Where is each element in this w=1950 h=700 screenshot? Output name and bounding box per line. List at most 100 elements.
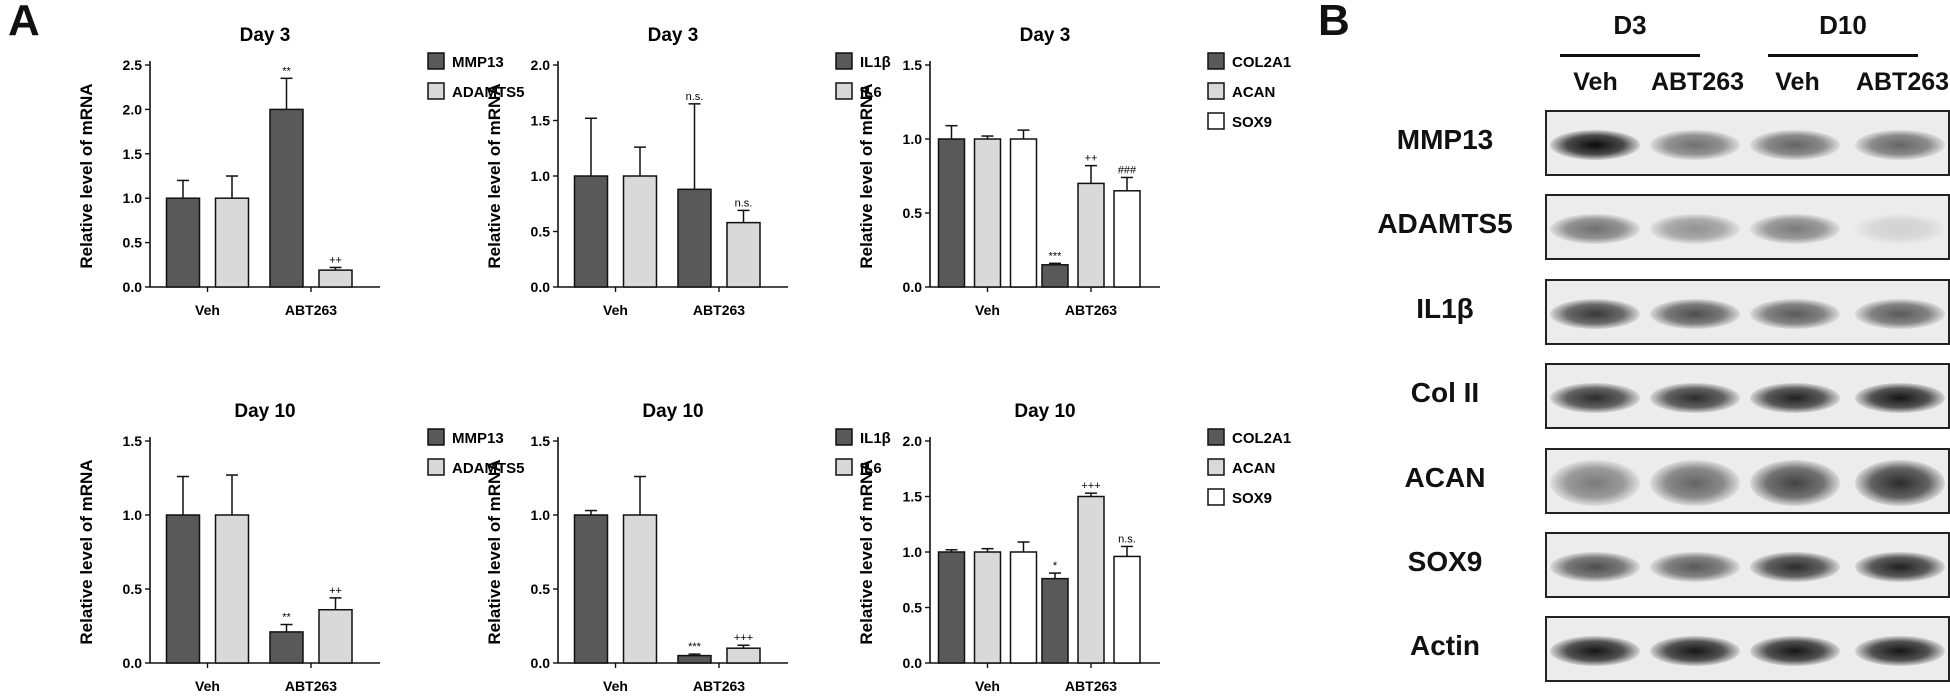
blot-band [1855, 214, 1945, 244]
y-tick-label: 2.0 [531, 57, 551, 73]
y-tick-label: 1.0 [903, 544, 923, 560]
x-tick-label: ABT263 [285, 678, 337, 694]
significance-label: n.s. [735, 197, 753, 209]
chart-title: Day 10 [642, 401, 703, 422]
x-tick-label: Veh [195, 678, 220, 694]
bar-sox9-veh [1009, 138, 1038, 288]
legend-swatch [1207, 82, 1225, 100]
legend-swatch [427, 428, 445, 446]
blot-strip [1545, 448, 1950, 514]
blot-band [1750, 214, 1840, 244]
x-tick-label: ABT263 [285, 302, 337, 318]
legend-label: MMP13 [452, 430, 504, 447]
bar-sox9-abt263 [1113, 555, 1141, 664]
x-tick-label: Veh [603, 302, 628, 318]
blot-band [1550, 383, 1640, 413]
blot-strip [1545, 110, 1950, 176]
blot-band [1650, 214, 1740, 244]
y-axis-label: Relative level of mRNA [77, 83, 96, 268]
blot-strip [1545, 194, 1950, 260]
legend-label: SOX9 [1232, 114, 1272, 131]
panel-a-charts: Day 3 Relative level of mRNA 0.0 0.5 1.0 1.5 2… [77, 25, 1291, 694]
bar-mmp13-abt263 [269, 108, 304, 288]
blot-band [1650, 552, 1740, 582]
y-tick-label: 0.5 [123, 235, 143, 251]
legend-label: MMP13 [452, 54, 504, 71]
blot-band [1855, 299, 1945, 329]
y-tick-label: 0.0 [531, 655, 551, 671]
blot-band [1550, 636, 1640, 666]
x-tick-label: Veh [975, 678, 1000, 694]
significance-label: ** [282, 612, 291, 624]
y-axis-label: Relative level of mRNA [857, 83, 876, 268]
y-axis-label: Relative level of mRNA [485, 459, 504, 644]
legend-label: IL1β [860, 54, 891, 71]
bar-col2a1-veh [937, 551, 966, 664]
legend-swatch [427, 52, 445, 70]
significance-label: * [1053, 560, 1058, 572]
y-tick-label: 1.5 [123, 146, 143, 162]
y-tick-label: 1.0 [531, 507, 551, 523]
significance-label: ++ [329, 254, 342, 266]
blot-band [1650, 383, 1740, 413]
blot-row-label: ACAN [1404, 462, 1486, 493]
significance-label: *** [1049, 250, 1063, 262]
y-tick-label: 1.5 [531, 433, 551, 449]
blot-band [1550, 299, 1640, 329]
blot-row-label: ADAMTS5 [1377, 208, 1513, 239]
blot-band [1855, 460, 1945, 506]
lane-label: ABT263 [1855, 68, 1950, 96]
significance-label: ### [1118, 164, 1137, 176]
chart-title: Day 10 [234, 401, 295, 422]
legend-label: COL2A1 [1232, 54, 1291, 71]
significance-label: n.s. [686, 91, 704, 103]
blot-band [1650, 130, 1740, 160]
y-tick-label: 1.5 [531, 113, 551, 129]
bar-adamts5-veh [214, 514, 250, 664]
legend-swatch [1207, 52, 1225, 70]
chart-title: Day 3 [648, 25, 699, 46]
blot-row-label: Actin [1410, 630, 1480, 661]
legend-label: IL1β [860, 430, 891, 447]
legend-swatch [1207, 428, 1225, 446]
significance-label: *** [688, 641, 702, 653]
blot-band [1550, 214, 1640, 244]
blot-band [1550, 130, 1640, 160]
y-tick-label: 1.5 [903, 489, 923, 505]
legend-swatch [1207, 488, 1225, 506]
panel-b-label: B [1318, 0, 1350, 45]
blot-strip [1545, 532, 1950, 598]
y-tick-label: 2.5 [123, 57, 143, 73]
blot-band [1750, 552, 1840, 582]
panel-a-label: A [8, 0, 40, 45]
blot-band [1750, 636, 1840, 666]
group-line [1560, 54, 1700, 57]
blot-band [1855, 636, 1945, 666]
blot-band [1550, 460, 1640, 506]
blot-band [1750, 460, 1840, 506]
y-tick-label: 0.0 [903, 279, 923, 295]
group-line [1768, 54, 1918, 57]
lane-label: Veh [1573, 68, 1618, 96]
bar-col2a1-abt263 [1041, 264, 1069, 288]
chart-title: Day 3 [1020, 25, 1071, 46]
significance-label: ++ [329, 585, 342, 597]
y-tick-label: 0.0 [123, 655, 143, 671]
bar-col2a1-abt263 [1041, 577, 1069, 664]
bar-adamts5-abt263 [318, 269, 353, 288]
legend-label: ACAN [1232, 460, 1275, 477]
x-tick-label: Veh [975, 302, 1000, 318]
significance-label: ** [282, 65, 291, 77]
bar-sox9-abt263 [1113, 190, 1141, 288]
western-blot-panel: D3 D10 Veh ABT263 Veh ABT263 MMP13 ADAMTS5 IL1β C… [1350, 0, 1950, 700]
legend-swatch [835, 428, 853, 446]
bar-il1β-veh [573, 175, 609, 288]
y-axis-label: Relative level of mRNA [77, 459, 96, 644]
legend-label: ADAMTS5 [452, 84, 525, 101]
blot-band [1750, 299, 1840, 329]
blot-strip [1545, 616, 1950, 682]
y-tick-label: 1.5 [123, 433, 143, 449]
bar-col2a1-veh [937, 138, 966, 288]
blot-row-label: Col II [1410, 377, 1480, 408]
y-tick-label: 0.0 [903, 655, 923, 671]
